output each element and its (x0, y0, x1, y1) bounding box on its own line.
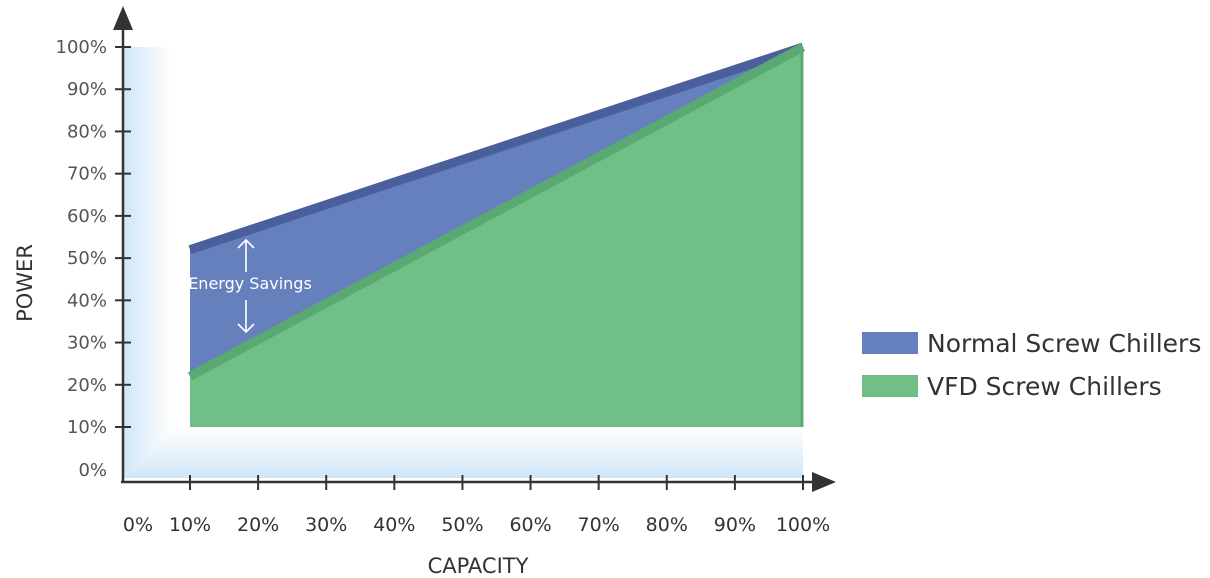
y-tick-label: 20% (67, 375, 107, 396)
plot-areas (187, 42, 806, 427)
y-tick-label: 30% (67, 333, 107, 354)
x-tick-label: 70% (578, 514, 620, 536)
y-tick-label: 100% (56, 37, 107, 58)
down-arrow-head-icon (237, 323, 255, 334)
x-axis-ticks: 0% 10% 20% 30% 40% 50% 60% 70% 80% 90% 100% (123, 475, 830, 536)
y-tick-label: 0% (78, 460, 107, 481)
chart-backdrop (123, 47, 803, 478)
y-tick-label: 80% (67, 121, 107, 142)
y-axis-ticks: 0% 10% 20% 30% 40% 50% 60% 70% 80% 90% 100% (56, 37, 131, 481)
x-tick-label: 50% (441, 514, 483, 536)
y-tick-label: 60% (67, 206, 107, 227)
x-tick-label: 40% (373, 514, 415, 536)
x-tick-label: 10% (169, 514, 211, 536)
y-axis-arrow-icon (113, 6, 133, 30)
legend-swatch (862, 375, 918, 397)
x-tick-label: 100% (776, 514, 830, 536)
energy-savings-label: Energy Savings (188, 274, 312, 293)
y-tick-label: 40% (67, 290, 107, 311)
x-axis-arrow-icon (812, 472, 836, 492)
legend-label: VFD Screw Chillers (927, 372, 1162, 401)
x-tick-label: 0% (123, 514, 153, 536)
series-top-edge (187, 43, 806, 381)
y-tick-label: 90% (67, 79, 107, 100)
back-wall (123, 47, 172, 478)
series-area-vfd-screw-chillers (190, 47, 803, 427)
y-tick-label: 70% (67, 164, 107, 185)
x-tick-label: 90% (714, 514, 756, 536)
up-arrow-head-icon (237, 238, 255, 249)
y-tick-label: 50% (67, 248, 107, 269)
x-tick-label: 60% (509, 514, 551, 536)
x-tick-label: 80% (646, 514, 688, 536)
legend-swatch (862, 332, 918, 354)
floor (123, 427, 803, 478)
energy-savings-annotation: Energy Savings (188, 238, 312, 334)
legend: Normal Screw Chillers VFD Screw Chillers (862, 329, 1201, 401)
x-axis-title: CAPACITY (428, 554, 529, 578)
axes (113, 6, 836, 492)
y-tick-label: 10% (67, 417, 107, 438)
series-top-edge (188, 42, 805, 254)
y-axis-title: POWER (13, 244, 37, 322)
x-tick-label: 30% (305, 514, 347, 536)
legend-label: Normal Screw Chillers (927, 329, 1201, 358)
x-tick-label: 20% (237, 514, 279, 536)
